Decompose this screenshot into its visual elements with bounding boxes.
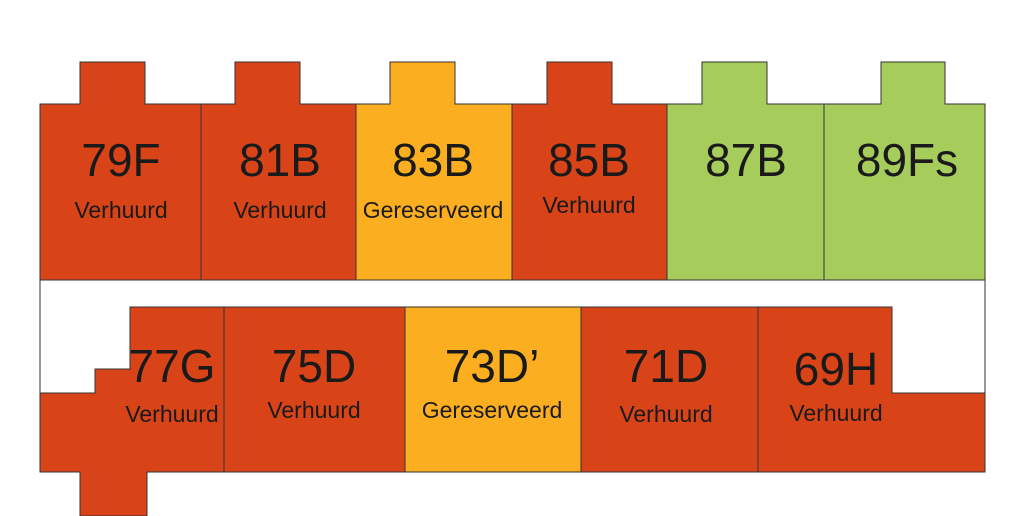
unit[interactable] [511, 61, 668, 281]
unit-name: 71D [624, 340, 708, 392]
unit-status: Gereserveerd [363, 197, 504, 223]
unit-status: Verhuurd [267, 397, 360, 423]
unit-status: Verhuurd [125, 401, 218, 427]
unit-name: 73D’ [445, 340, 540, 392]
unit-name: 81B [239, 134, 321, 186]
unit-name: 87B [705, 134, 787, 186]
unit-status: Verhuurd [619, 401, 712, 427]
unit-name: 69H [794, 343, 878, 395]
units: 79F Verhuurd 81B Verhuurd 83B Gereserveerd 85B… [39, 61, 986, 516]
unit[interactable] [823, 61, 986, 281]
unit-name: 75D [272, 340, 356, 392]
unit[interactable] [200, 61, 357, 281]
unit-status: Gereserveerd [422, 397, 563, 423]
unit-status: Verhuurd [74, 197, 167, 223]
unit[interactable] [39, 61, 202, 281]
unit-name: 89Fs [856, 134, 958, 186]
unit-status: Verhuurd [789, 400, 882, 426]
unit[interactable] [757, 306, 986, 473]
unit-name: 83B [392, 134, 474, 186]
unit-name: 79F [81, 134, 160, 186]
unit-status: Verhuurd [233, 197, 326, 223]
unit[interactable] [355, 61, 513, 281]
unit-name: 85B [548, 134, 630, 186]
unit[interactable] [666, 61, 825, 281]
unit-name: 77G [129, 340, 216, 392]
unit-status: Verhuurd [542, 192, 635, 218]
